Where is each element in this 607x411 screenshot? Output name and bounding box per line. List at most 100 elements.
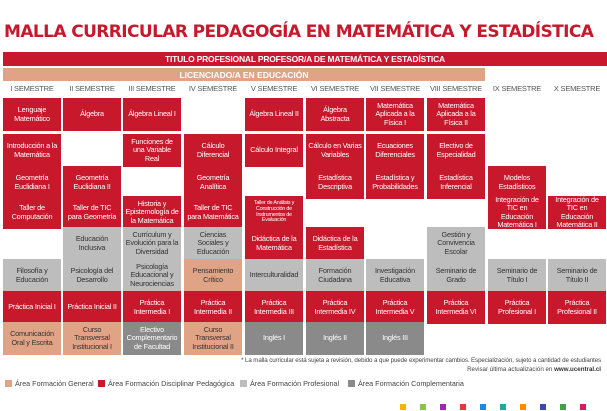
course-cell: Lenguaje Matemático	[3, 98, 61, 131]
course-cell: Geometría Analítica	[184, 166, 242, 199]
course-cell: Curso Transversal Institucional II	[184, 322, 242, 355]
semester-header: VII SEMESTRE	[369, 84, 421, 93]
semester-header: IV SEMESTRE	[188, 84, 238, 93]
legend-item: Área Formación Profesional	[240, 378, 339, 388]
semester-header: II SEMESTRE	[69, 84, 115, 93]
update-note-url[interactable]: www.ucentral.cl	[554, 366, 601, 373]
semester-header: VI SEMESTRE	[310, 84, 360, 93]
legend-swatch	[348, 379, 355, 387]
course-cell: Inglés III	[366, 322, 424, 355]
course-cell: Práctica Inicial II	[63, 291, 121, 324]
legend-label: Área Formación General	[15, 378, 94, 388]
course-cell: Educación Inclusiva	[63, 227, 121, 260]
update-note: Revisar última actualización en www.ucen…	[467, 366, 601, 373]
course-cell: Seminario de Título II	[548, 259, 606, 292]
legend-swatch	[5, 379, 12, 387]
course-cell: Electivo de Especialidad	[427, 134, 485, 167]
course-cell: Pensamiento Crítico	[184, 259, 242, 292]
legend-label: Área Formación Profesional	[250, 378, 340, 388]
course-cell: Filosofía y Educación	[3, 259, 61, 292]
color-square	[420, 404, 426, 410]
color-square	[480, 404, 486, 410]
course-cell: Práctica Intermedia II	[184, 291, 242, 324]
legend-swatch	[240, 379, 247, 387]
course-cell: Cálculo Integral	[245, 134, 303, 167]
course-cell: Investigación Educativa	[366, 259, 424, 292]
semester-header: I SEMESTRE	[10, 84, 54, 93]
course-cell: Interculturalidad	[245, 259, 303, 292]
course-cell: Geometría Euclidiana II	[63, 166, 121, 199]
semester-header: X SEMESTRE	[553, 84, 601, 93]
course-cell: Álgebra	[63, 98, 121, 131]
course-cell: Inglés I	[245, 322, 303, 355]
course-cell: Matemática Aplicada a la Física II	[427, 98, 485, 131]
course-cell: Cálculo Diferencial	[184, 134, 242, 167]
semester-header: IX SEMESTRE	[492, 84, 542, 93]
course-cell: Ciencias Sociales y Educación	[184, 227, 242, 260]
color-square	[540, 404, 546, 410]
course-cell: Taller de TIC para Matemática	[184, 196, 242, 229]
semester-header: VIII SEMESTRE	[430, 84, 482, 93]
revision-note: * La malla curricular está sujeta a revi…	[241, 357, 601, 364]
course-cell: Currículum y Evolución para la Diversida…	[123, 227, 181, 260]
course-cell: Estadística Descriptiva	[306, 166, 364, 199]
course-cell: Cálculo en Varias Variables	[306, 134, 364, 167]
course-cell: Curso Transversal Institucional I	[63, 322, 121, 355]
course-cell: Electivo Complementario de Facultad	[123, 322, 181, 355]
course-cell: Matemática Aplicada a la Física I	[366, 98, 424, 131]
legend-item: Área Formación General	[5, 378, 94, 388]
color-square	[460, 404, 466, 410]
course-cell: Didáctica de la Matemática	[245, 227, 303, 260]
color-square	[400, 404, 406, 410]
course-cell: Comunicación Oral y Escrita	[3, 322, 61, 355]
course-cell: Práctica Profesional II	[548, 291, 606, 324]
semester-header: V SEMESTRE	[250, 84, 298, 93]
course-cell: Didáctica de la Estadística	[306, 227, 364, 260]
color-square	[580, 404, 586, 410]
legend-item: Área Formación Complementaria	[348, 378, 464, 388]
course-cell: Funciones de una Variable Real	[123, 134, 181, 167]
course-cell: Práctica Intermedia VI	[427, 291, 485, 324]
course-cell: Psicología del Desarrollo	[63, 259, 121, 292]
course-cell: Estadística Inferencial	[427, 166, 485, 199]
legend-item: Área Formación Disciplinar Pedagógica	[98, 378, 234, 388]
course-cell: Práctica Intermedia V	[366, 291, 424, 324]
course-cell: Taller de Computación	[3, 196, 61, 229]
course-cell: Práctica Inicial I	[3, 291, 61, 324]
course-cell: Seminario de Título I	[488, 259, 546, 292]
course-cell: Taller de TIC para Geometría	[63, 196, 121, 229]
course-cell: Geometría Euclidiana I	[3, 166, 61, 199]
course-cell: Práctica Intermedia III	[245, 291, 303, 324]
course-cell: Integración de TIC en Educación Matemáti…	[548, 196, 606, 229]
titulo-profesional-band: TITULO PROFESIONAL PROFESOR/A DE MATEMÁT…	[3, 52, 607, 66]
update-note-prefix: Revisar última actualización en	[467, 366, 553, 373]
course-cell: Álgebra Lineal II	[245, 98, 303, 131]
course-cell: Práctica Profesional I	[488, 291, 546, 324]
course-cell: Inglés II	[306, 322, 364, 355]
course-cell: Ecuaciones Diferenciales	[366, 134, 424, 167]
course-cell: Historia y Epistemología de la Matemátic…	[123, 196, 181, 229]
course-cell: Gestión y Convivencia Escolar	[427, 227, 485, 260]
course-cell: Introducción a la Matemática	[3, 134, 61, 167]
course-cell: Práctica Intermedia I	[123, 291, 181, 324]
course-cell: Integración de TIC en Educación Matemáti…	[488, 196, 546, 229]
course-cell: Psicología Educacional y Neurociencias	[123, 259, 181, 292]
legend-label: Área Formación Disciplinar Pedagógica	[108, 378, 235, 388]
color-square	[500, 404, 506, 410]
course-cell: Álgebra Abstracta	[306, 98, 364, 131]
semester-header: III SEMESTRE	[128, 84, 176, 93]
color-square	[520, 404, 526, 410]
course-cell: Seminario de Grado	[427, 259, 485, 292]
course-cell: Formación Ciudadana	[306, 259, 364, 292]
color-square	[440, 404, 446, 410]
course-cell: Práctica Intermedia IV	[306, 291, 364, 324]
course-cell: Taller de Análisis y Construcción de Ins…	[245, 196, 303, 229]
page-title: MALLA CURRICULAR PEDAGOGÍA EN MATEMÁTICA…	[4, 22, 594, 42]
course-cell: Álgebra Lineal I	[123, 98, 181, 131]
course-cell: Estadística y Probabilidades	[366, 166, 424, 199]
legend-label: Área Formación Complementaria	[358, 378, 464, 388]
course-cell: Modelos Estadísticos	[488, 166, 546, 199]
color-square	[560, 404, 566, 410]
licenciado-band: LICENCIADO/A EN EDUCACIÓN	[3, 68, 485, 81]
legend-swatch	[98, 379, 105, 387]
